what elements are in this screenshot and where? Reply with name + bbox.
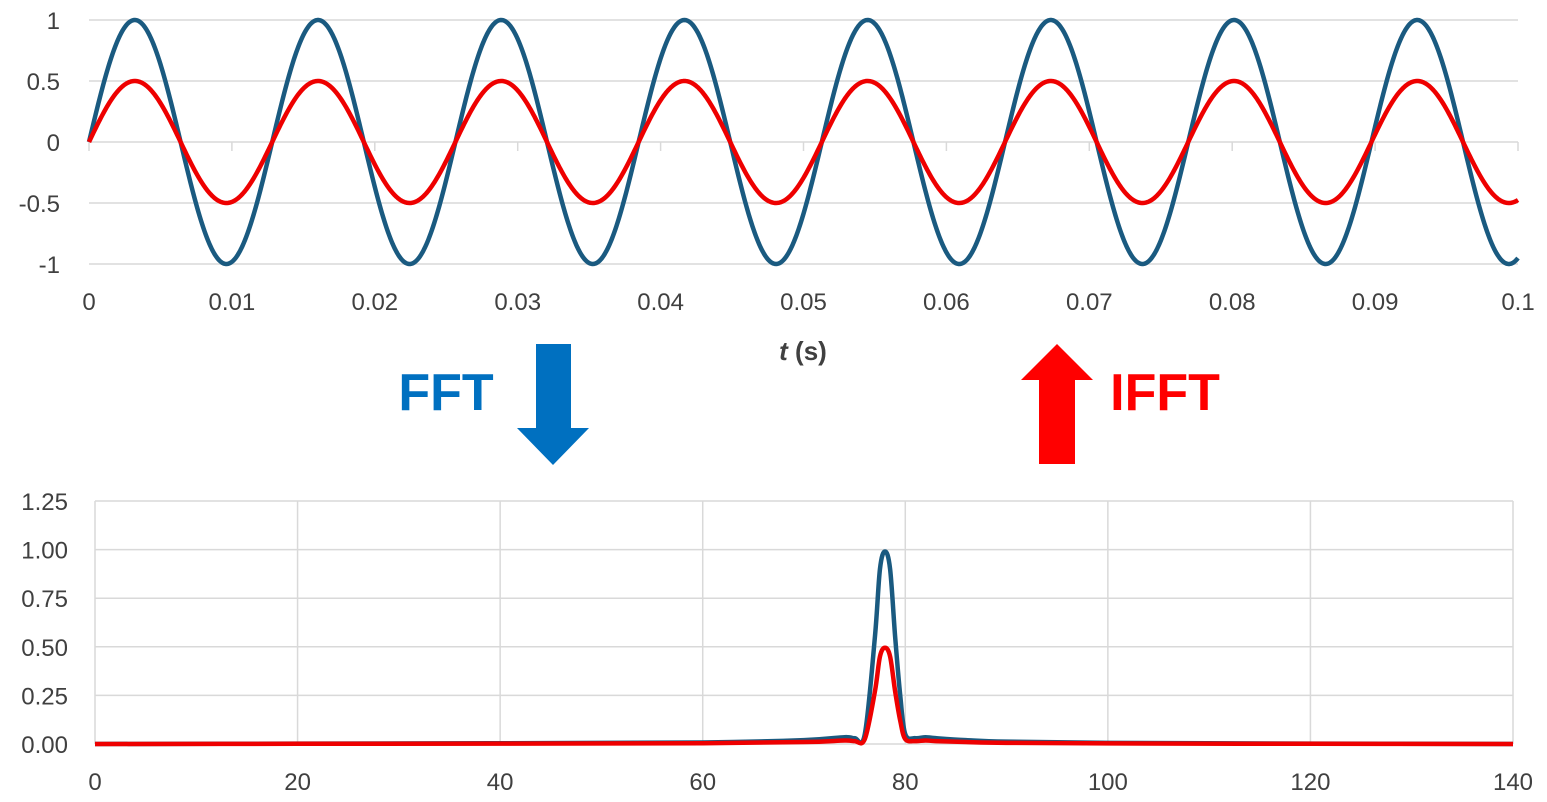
time-x-axis-title: t (s): [779, 336, 827, 366]
time-x-tick-label: 0: [82, 289, 95, 316]
frequency-x-tick-label: 0: [88, 769, 101, 796]
time-grid: [88, 19, 1519, 265]
time-y-tick-label: -0.5: [19, 191, 60, 218]
frequency-x-tick-label: 60: [689, 769, 716, 796]
frequency-y-tick-label: 0.50: [21, 635, 68, 662]
time-x-tick-label: 0.09: [1352, 289, 1399, 316]
time-y-tick-label: 0.5: [27, 69, 60, 96]
time-x-tick-label: 0.01: [209, 289, 256, 316]
time-x-tick-label: 0.05: [780, 289, 827, 316]
time-x-tick-label: 0.02: [351, 289, 398, 316]
time-y-ticks: 1 0.5 0 -0.5 -1: [19, 8, 60, 279]
time-x-tick-label: 0.04: [637, 289, 684, 316]
time-domain-chart: 1 0.5 0 -0.5 -1 0 0.01 0.02 0.03 0.04 0.05 0.06 0.0…: [19, 8, 1535, 366]
frequency-x-tick-label: 20: [284, 769, 311, 796]
arrow-up-icon: [1021, 344, 1093, 464]
time-series-line-2: [86, 78, 1520, 206]
frequency-y-tick-label: 0.00: [21, 732, 68, 759]
time-x-axis-title-italic: t: [779, 336, 789, 366]
frequency-x-tick-label: 80: [892, 769, 919, 796]
frequency-grid: [94, 500, 1514, 745]
time-x-ticks: 0 0.01 0.02 0.03 0.04 0.05 0.06 0.07 0.08 0.09 0.1: [82, 289, 1534, 316]
frequency-series-line-2: [94, 645, 1514, 747]
frequency-y-tick-label: 1.25: [21, 489, 68, 516]
frequency-x-tick-label: 140: [1493, 769, 1533, 796]
time-x-tick-label: 0.08: [1209, 289, 1256, 316]
frequency-y-tick-label: 0.25: [21, 683, 68, 710]
frequency-x-tick-label: 100: [1088, 769, 1128, 796]
arrow-down-icon: [517, 344, 589, 465]
time-x-tick-label: 0.07: [1066, 289, 1113, 316]
frequency-x-tick-label: 40: [487, 769, 514, 796]
time-x-tick-label: 0.1: [1501, 289, 1534, 316]
frequency-y-tick-label: 1.00: [21, 538, 68, 565]
time-y-tick-label: -1: [39, 252, 60, 279]
time-x-tick-label: 0.03: [494, 289, 541, 316]
time-y-tick-label: 0: [47, 130, 60, 157]
frequency-x-ticks: 0 20 40 60 80 100 120 140: [88, 769, 1533, 796]
time-series-group: [86, 17, 1520, 267]
ifft-annotation: IFFT: [1021, 344, 1220, 464]
frequency-y-ticks: 1.25 1.00 0.75 0.50 0.25 0.00: [21, 489, 68, 759]
frequency-series-group: [94, 549, 1514, 747]
fft-label: FFT: [398, 364, 494, 422]
fft-annotation: FFT: [398, 344, 589, 465]
ifft-label: IFFT: [1110, 364, 1220, 422]
time-x-axis-title-unit: (s): [788, 336, 827, 366]
time-y-tick-label: 1: [47, 8, 60, 35]
frequency-domain-chart: 1.25 1.00 0.75 0.50 0.25 0.00 0 20 40 60 80 100 120…: [21, 489, 1533, 796]
frequency-y-tick-label: 0.75: [21, 586, 68, 613]
time-x-tick-label: 0.06: [923, 289, 970, 316]
frequency-series-line-1: [94, 549, 1514, 747]
frequency-x-tick-label: 120: [1290, 769, 1330, 796]
